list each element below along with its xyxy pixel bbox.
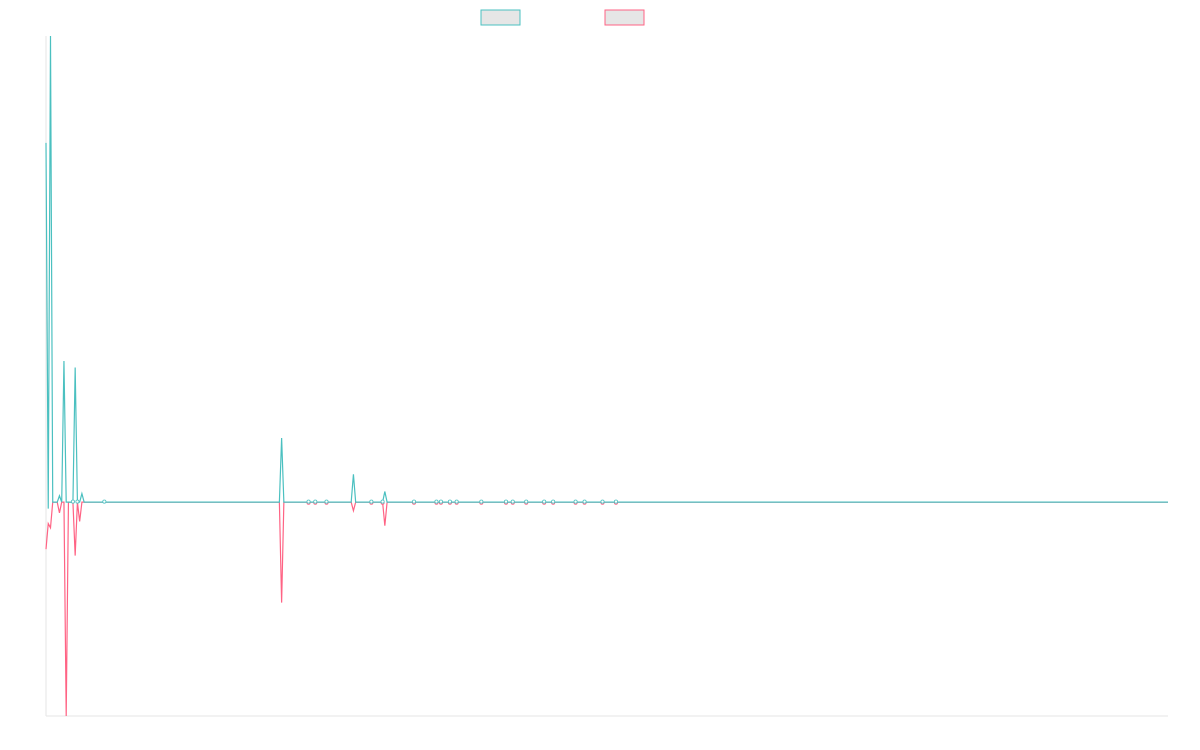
point-marker-a-19 <box>573 499 578 504</box>
legend-swatch-2 <box>604 9 645 26</box>
point-marker-a-20 <box>582 499 587 504</box>
point-marker-a-9 <box>434 499 439 504</box>
point-marker-a-6 <box>369 499 374 504</box>
point-marker-a-10 <box>438 499 443 504</box>
point-marker-a-8 <box>412 499 417 504</box>
markers-layer <box>70 499 618 505</box>
point-marker-a-13 <box>479 499 484 504</box>
point-marker-a-7 <box>380 499 385 504</box>
point-marker-a-12 <box>454 499 459 504</box>
point-marker-a-1 <box>75 499 80 504</box>
axes <box>45 36 1168 717</box>
point-marker-a-21 <box>600 499 605 504</box>
point-marker-a-4 <box>313 499 318 504</box>
point-marker-a-22 <box>613 499 618 504</box>
point-marker-a-17 <box>542 499 547 504</box>
point-marker-a-3 <box>306 499 311 504</box>
legend <box>480 9 645 26</box>
point-marker-a-11 <box>447 499 452 504</box>
point-marker-a-5 <box>324 499 329 504</box>
series-line-2 <box>45 501 1168 717</box>
point-marker-a-15 <box>510 499 515 504</box>
legend-swatch-1 <box>480 9 521 26</box>
series-layer <box>45 35 1168 717</box>
point-marker-a-0 <box>70 499 75 504</box>
series-line-1 <box>45 35 1168 509</box>
point-marker-a-16 <box>524 499 529 504</box>
point-marker-a-18 <box>551 499 556 504</box>
point-marker-a-14 <box>504 499 509 504</box>
point-marker-a-2 <box>102 499 107 504</box>
